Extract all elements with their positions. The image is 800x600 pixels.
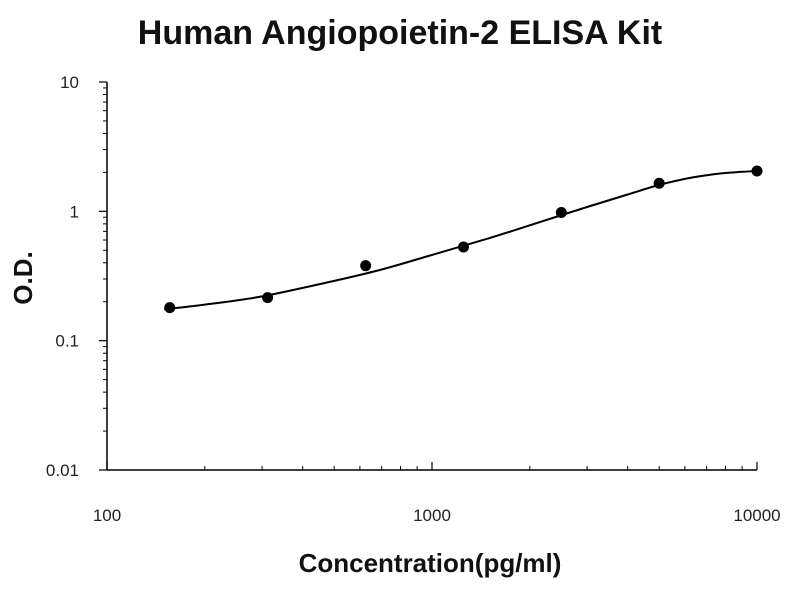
x-axis-title: Concentration(pg/ml) xyxy=(299,548,562,578)
data-point xyxy=(555,206,567,218)
data-point xyxy=(457,241,469,253)
y-tick-label: 10 xyxy=(60,73,79,92)
y-axis-title: O.D. xyxy=(8,251,38,304)
y-tick-label: 1 xyxy=(70,202,79,221)
data-point xyxy=(360,260,372,272)
fit-curve xyxy=(164,170,758,311)
chart-axes xyxy=(99,81,758,471)
y-tick-label: 0.01 xyxy=(46,461,79,480)
tick-labels-layer: 10 1 0.1 0.01 100 1000 10000 xyxy=(46,73,781,525)
data-point xyxy=(164,302,176,314)
y-tick-label: 0.1 xyxy=(55,332,79,351)
chart-title: Human Angiopoietin-2 ELISA Kit xyxy=(137,14,663,52)
data-points-layer xyxy=(164,165,763,314)
fit-curve-layer xyxy=(164,170,758,311)
x-tick-label: 100 xyxy=(93,506,121,525)
data-point xyxy=(751,165,763,177)
data-point xyxy=(653,177,665,189)
x-tick-label: 10000 xyxy=(733,506,780,525)
x-tick-label: 1000 xyxy=(413,506,451,525)
data-point xyxy=(262,292,274,304)
